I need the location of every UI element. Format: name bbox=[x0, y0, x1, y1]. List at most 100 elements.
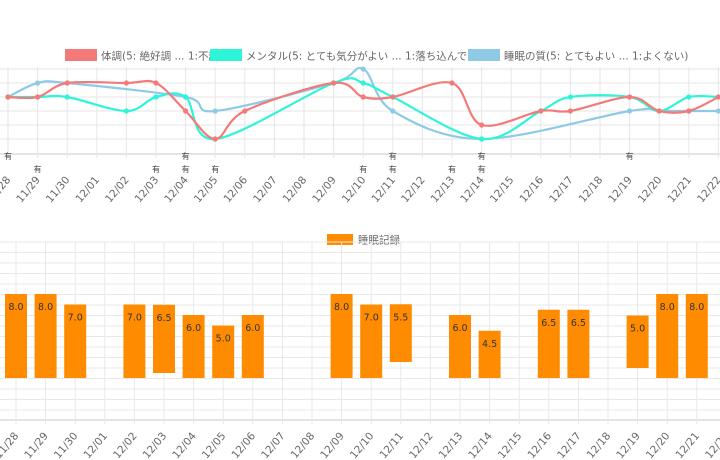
data-point-1-11-29[interactable] bbox=[35, 94, 41, 100]
data-point-1-12-17[interactable] bbox=[567, 108, 574, 114]
data-point-1-12-04[interactable] bbox=[183, 108, 189, 114]
data-point-2-12-03[interactable] bbox=[153, 94, 159, 100]
data-point-2-12-10[interactable] bbox=[360, 80, 366, 86]
data-point-1-12-02[interactable] bbox=[123, 80, 129, 86]
bar-12-05[interactable]: 5.0 bbox=[212, 325, 235, 379]
bar-12-09[interactable]: 8.0 bbox=[330, 294, 353, 378]
line-chart-x-axis: 11/28 11/29 11/30 12/01 12/02 12/03 12/04 12/05… bbox=[0, 174, 720, 205]
bar-12-02[interactable]: 7.0 bbox=[123, 304, 146, 379]
bar-12-13[interactable]: 6.0 bbox=[449, 315, 471, 378]
data-point-3-12-10[interactable] bbox=[360, 66, 366, 72]
x-tick-label: 12/09 bbox=[310, 174, 339, 205]
annotation-marker: 有 bbox=[182, 151, 190, 161]
bar-11-29[interactable]: 8.0 bbox=[34, 294, 57, 378]
data-point-1-12-21[interactable] bbox=[686, 108, 692, 114]
data-point-1-12-22[interactable] bbox=[715, 94, 720, 100]
data-point-1-12-14[interactable] bbox=[479, 122, 485, 128]
bar-12-19[interactable]: 5.0 bbox=[626, 315, 649, 369]
data-point-2-12-17[interactable] bbox=[567, 94, 574, 100]
bar-rect bbox=[123, 304, 146, 378]
x-tick-label: 12/15 bbox=[488, 174, 517, 205]
data-point-3-12-05[interactable] bbox=[212, 108, 218, 114]
bar-value-label: 6.0 bbox=[452, 323, 467, 334]
data-point-2-12-21[interactable] bbox=[686, 94, 692, 100]
data-point-1-12-03[interactable] bbox=[153, 80, 159, 86]
annotation-marker: 有 bbox=[448, 164, 456, 174]
bar-12-06[interactable]: 6.0 bbox=[241, 315, 264, 378]
bar-12-21[interactable]: 8.0 bbox=[685, 294, 708, 378]
legend-swatch bbox=[327, 234, 353, 245]
x-tick-label: 12/21 bbox=[673, 430, 702, 460]
bar-rect bbox=[360, 304, 383, 378]
annotation-marker: 有 bbox=[211, 164, 219, 174]
x-tick-label: 12/22 bbox=[695, 174, 720, 205]
data-point-2-12-04[interactable] bbox=[183, 94, 189, 100]
legend-item-1[interactable]: 体調(5: 絶好調 ... 1:不調) bbox=[65, 49, 223, 63]
data-point-1-11-28[interactable] bbox=[5, 94, 11, 100]
bar-value-label: 8.0 bbox=[689, 302, 704, 313]
bar-rect bbox=[64, 304, 87, 378]
data-point-3-12-22[interactable] bbox=[715, 108, 720, 114]
legend-item-sleep-record[interactable]: 睡眠記録 bbox=[327, 234, 400, 247]
line-chart-legend[interactable]: 体調(5: 絶好調 ... 1:不調) メンタル(5: とても気分がよい ... … bbox=[65, 49, 688, 63]
bar-12-04[interactable]: 6.0 bbox=[182, 315, 205, 378]
data-point-1-12-05[interactable] bbox=[212, 136, 218, 142]
legend-item-2[interactable]: メンタル(5: とても気分がよい ... 1:落ち込んでいる) bbox=[210, 49, 492, 63]
data-point-1-12-10[interactable] bbox=[360, 94, 366, 100]
data-point-2-12-02[interactable] bbox=[123, 108, 129, 114]
bar-chart-grid bbox=[0, 241, 720, 424]
data-point-1-12-09[interactable] bbox=[331, 80, 337, 86]
bar-chart-bars: 8.0 8.0 7.0 7.0 6.5 6.0 5.0 6.0 8.0 7.0 5.5 6.0 4.5 6… bbox=[5, 294, 708, 378]
data-point-1-12-11[interactable] bbox=[390, 94, 396, 100]
x-tick-label: 12/14 bbox=[466, 430, 495, 460]
bar-11-28[interactable]: 8.0 bbox=[5, 294, 27, 378]
bar-11-30[interactable]: 7.0 bbox=[64, 304, 87, 379]
data-point-1-12-19[interactable] bbox=[627, 94, 633, 100]
bar-chart-legend[interactable]: 睡眠記録 bbox=[327, 234, 400, 247]
annotation-marker: 有 bbox=[152, 164, 160, 174]
data-point-3-12-11[interactable] bbox=[390, 108, 396, 114]
annotation-marker: 有 bbox=[34, 164, 42, 174]
data-point-2-12-14[interactable] bbox=[479, 136, 485, 142]
annotation-marker: 有 bbox=[478, 151, 486, 161]
x-tick-label: 11/28 bbox=[0, 174, 13, 205]
legend-item-3[interactable]: 睡眠の質(5: とてもよい ... 1:よくない) bbox=[468, 49, 688, 63]
x-tick-label: 12/14 bbox=[458, 174, 487, 205]
data-point-1-12-20[interactable] bbox=[656, 108, 662, 114]
bar-12-20[interactable]: 8.0 bbox=[656, 294, 679, 378]
bar-12-14[interactable]: 4.5 bbox=[478, 330, 501, 378]
data-point-3-11-29[interactable] bbox=[35, 80, 41, 86]
x-tick-label: 12/12 bbox=[399, 174, 428, 205]
data-point-1-12-13[interactable] bbox=[449, 80, 455, 86]
annotation-marker: 有 bbox=[182, 164, 190, 174]
data-point-3-12-19[interactable] bbox=[627, 108, 633, 114]
bar-12-11[interactable]: 5.5 bbox=[389, 304, 412, 362]
bar-12-17[interactable]: 6.5 bbox=[567, 309, 590, 378]
x-tick-label: 12/11 bbox=[369, 174, 398, 205]
legend-label: 睡眠の質(5: とてもよい ... 1:よくない) bbox=[504, 50, 688, 63]
x-tick-label: 12/21 bbox=[665, 174, 694, 205]
data-point-1-11-30[interactable] bbox=[64, 80, 70, 86]
x-tick-label: 12/01 bbox=[73, 174, 102, 205]
bar-12-16[interactable]: 6.5 bbox=[537, 309, 560, 378]
bar-value-label: 8.0 bbox=[8, 302, 23, 313]
bar-12-03[interactable]: 6.5 bbox=[153, 304, 175, 373]
data-point-2-11-30[interactable] bbox=[64, 94, 70, 100]
bar-12-10[interactable]: 7.0 bbox=[360, 304, 383, 379]
bar-rect bbox=[626, 315, 649, 368]
x-tick-label: 12/16 bbox=[517, 174, 546, 205]
data-point-1-12-16[interactable] bbox=[538, 108, 544, 114]
bar-value-label: 4.5 bbox=[482, 339, 497, 350]
bar-rect bbox=[449, 315, 471, 378]
x-tick-label: 12/17 bbox=[547, 174, 576, 205]
x-tick-label: 12/12 bbox=[407, 430, 436, 460]
data-point-1-12-06[interactable] bbox=[242, 108, 248, 114]
line-chart-annotations: 有有 有有有有有有有 有有有有 bbox=[4, 151, 634, 174]
legend-label: 体調(5: 絶好調 ... 1:不調) bbox=[101, 50, 223, 63]
x-tick-label: 12/20 bbox=[636, 174, 665, 205]
bar-rect bbox=[567, 309, 590, 378]
bar-rect bbox=[182, 315, 205, 378]
x-tick-label: 12/16 bbox=[525, 430, 554, 460]
legend-label: 睡眠記録 bbox=[358, 234, 400, 247]
x-tick-label: 12/06 bbox=[221, 174, 250, 205]
